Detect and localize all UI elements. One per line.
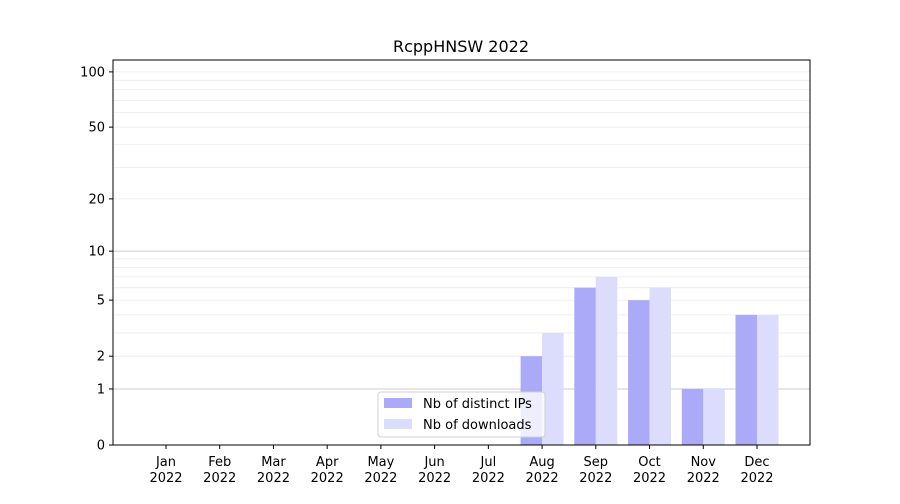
grid (113, 71, 810, 390)
x-tick-label: Jun 2022 (418, 455, 451, 486)
bar-downloads (757, 314, 779, 445)
legend-label: Nb of distinct IPs (423, 397, 532, 412)
x-tick-label: Apr 2022 (311, 455, 344, 486)
bar-distinct-ips (735, 314, 757, 445)
y-tick-label: 0 (97, 439, 105, 454)
y-axis: 0 1 2 5 10 20 50 100 (80, 65, 113, 454)
bar-distinct-ips (628, 300, 650, 445)
x-tick-label: Aug 2022 (526, 455, 559, 486)
plot-frame (112, 59, 811, 446)
bar-downloads (649, 287, 672, 445)
y-tick-label: 5 (97, 294, 105, 309)
bar-downloads (703, 388, 725, 445)
bar-distinct-ips (681, 388, 704, 445)
legend-swatch (384, 398, 412, 408)
chart-title: RcppHNSW 2022 (393, 37, 529, 56)
x-tick-label: Mar 2022 (257, 455, 290, 486)
bar-downloads (542, 332, 564, 445)
y-tick-label: 2 (97, 350, 105, 365)
bar-downloads (595, 276, 618, 445)
x-tick-label: Dec 2022 (740, 455, 773, 486)
bars (520, 276, 779, 445)
x-tick-label: Feb 2022 (203, 455, 236, 486)
x-tick-label: Sep 2022 (579, 455, 612, 486)
bar-distinct-ips (574, 287, 596, 445)
x-axis: Jan 2022 Feb 2022 Mar 2022 Apr 2022 May 2022 Jun 20… (149, 445, 774, 486)
y-tick-label: 20 (88, 192, 105, 207)
legend: Nb of distinct IPs Nb of downloads (377, 391, 546, 438)
x-tick-label: Oct 2022 (633, 455, 666, 486)
x-tick-label: Jan 2022 (149, 455, 182, 486)
y-tick-label: 10 (88, 245, 105, 260)
y-tick-label: 100 (80, 65, 105, 80)
legend-box (377, 391, 546, 438)
legend-label: Nb of downloads (423, 418, 532, 433)
y-tick-label: 1 (97, 382, 105, 397)
x-tick-label: May 2022 (364, 455, 397, 486)
x-tick-label: Jul 2022 (472, 455, 505, 486)
x-tick-label: Nov 2022 (687, 455, 720, 486)
y-tick-label: 50 (88, 121, 105, 136)
legend-swatch (384, 419, 412, 429)
